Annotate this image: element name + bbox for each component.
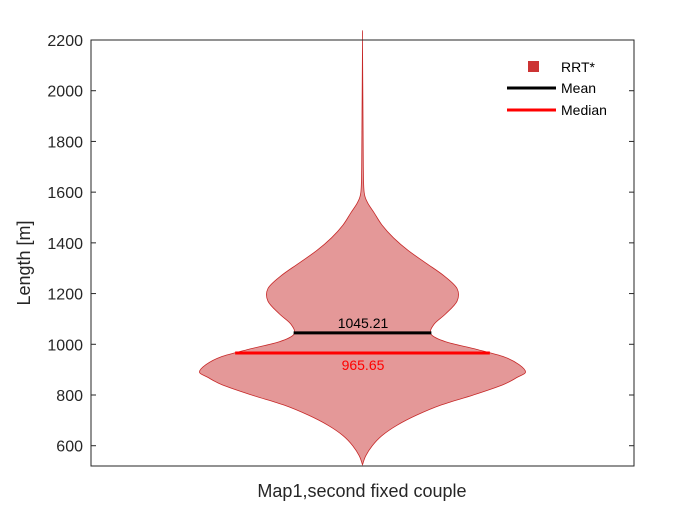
legend-label-rrt: RRT* [561, 59, 596, 75]
y-tick-label: 2000 [47, 84, 83, 101]
median-value-label: 965.65 [342, 357, 385, 373]
legend: RRT* Mean Median [507, 59, 607, 118]
plot-area-frame [90, 39, 635, 467]
legend-label-mean: Mean [561, 80, 596, 96]
y-tick-label: 1400 [47, 236, 83, 253]
y-axis-label: Length [m] [14, 220, 34, 305]
y-tick-label: 800 [56, 388, 83, 405]
y-tick-label: 1200 [47, 287, 83, 304]
y-tick-label: 600 [56, 439, 83, 456]
legend-label-median: Median [561, 102, 607, 118]
x-axis-label: Map1,second fixed couple [257, 481, 466, 501]
violin-body-rrt [199, 30, 526, 466]
y-tick-label: 1600 [47, 185, 83, 202]
mean-value-label: 1045.21 [338, 315, 389, 331]
y-tick-label: 2200 [47, 33, 83, 50]
y-tick-label: 1800 [47, 134, 83, 151]
legend-marker-rrt [528, 61, 539, 72]
y-tick-label: 1000 [47, 337, 83, 354]
